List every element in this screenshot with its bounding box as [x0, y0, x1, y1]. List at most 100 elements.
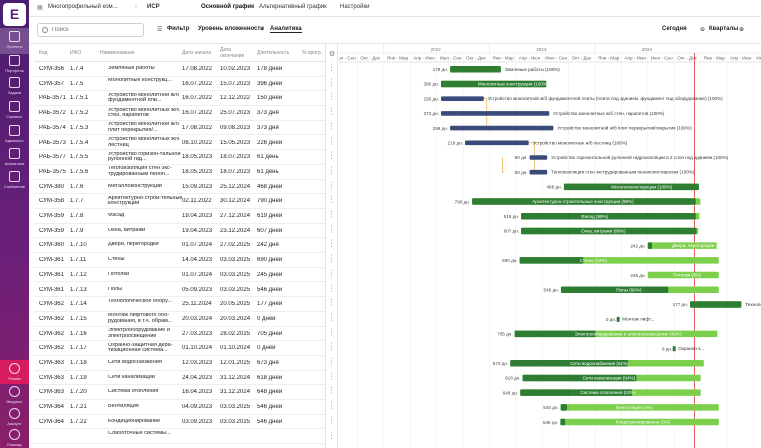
table-row[interactable]: РАБ-3575 1.7.5.6 Теплоизоляция стен экс-тр… [34, 165, 325, 180]
analytics-tab[interactable]: Аналитика [270, 26, 302, 33]
milestone-marker[interactable] [616, 316, 620, 322]
grid-icon[interactable]: ▦ [37, 5, 43, 11]
gantt-bar-progress[interactable] [510, 360, 629, 367]
zoom-in-icon[interactable]: ⊕ [739, 27, 745, 33]
sidebar-item-1[interactable]: Портфель [0, 52, 29, 78]
search-input[interactable] [52, 25, 142, 35]
sidebar-item-5[interactable]: Аналитика [0, 145, 29, 171]
row-menu-icon[interactable]: · · · [330, 355, 333, 368]
row-menu-icon[interactable]: · · · [330, 75, 333, 89]
sidebar-item-6[interactable]: Снабжение [0, 168, 29, 194]
chevron-down-icon[interactable]: ▾ [261, 27, 265, 33]
row-menu-icon[interactable]: · · · [330, 428, 333, 442]
row-menu-icon[interactable]: · · · [330, 222, 333, 236]
gantt-bar-progress[interactable] [522, 374, 637, 382]
tab-alt-schedule[interactable]: Альтернативный график [259, 4, 327, 10]
row-menu-icon[interactable]: · · · [330, 266, 333, 280]
gantt-bar-progress[interactable] [441, 80, 547, 88]
app-logo[interactable]: E [3, 3, 26, 26]
table-row[interactable]: СУМ-3641.7.22+Кондиционирование03.09.202… [34, 415, 325, 430]
col-wbs[interactable]: ИФО [70, 50, 82, 56]
sidebar-item-2[interactable]: Задачи [0, 74, 29, 100]
row-menu-icon[interactable]: · · · [330, 237, 333, 251]
row-menu-icon[interactable]: · · · [330, 193, 333, 207]
row-menu-icon[interactable]: · · · [330, 340, 333, 354]
scale-selector[interactable]: Кварталы [709, 26, 739, 32]
row-menu-icon[interactable]: · · · [330, 163, 333, 177]
gantt-bar[interactable] [441, 96, 484, 101]
dependency-link[interactable] [502, 157, 505, 173]
breadcrumb-project[interactable]: Многопрофильный ком... [48, 4, 118, 10]
table-row[interactable]: СУМ-3611.7.13+Полы05.09.202303.03.202554… [34, 283, 325, 298]
table-row[interactable]: СУМ-3641.7.21+Вентиляция04.09.202303.03.… [34, 400, 325, 415]
gantt-bar-progress[interactable] [560, 418, 566, 426]
col-duration[interactable]: Длительность [257, 50, 290, 56]
nesting-level-dropdown[interactable]: Уровень вложенности [198, 26, 264, 32]
row-menu-icon[interactable]: · · · [330, 90, 333, 104]
zoom-out-icon[interactable]: ⊖ [700, 27, 706, 33]
row-menu-icon[interactable]: · · · [330, 119, 333, 133]
gantt-bar-progress[interactable] [514, 330, 596, 338]
table-row[interactable]: РАБ-3573 1.7.5.4 Устройство монолитных ж/б… [34, 136, 325, 151]
row-menu-icon[interactable]: · · · [330, 178, 333, 192]
filter-icon[interactable]: ☰ [157, 27, 163, 33]
gantt-svg[interactable]: 2022 2023 2024 Июл - Сен Окт - Дек Янв - Мар А… [339, 44, 761, 448]
table-row[interactable]: СУМ-3611.7.11+Стены14.04.202303.03.20256… [34, 253, 325, 268]
row-menu-icon[interactable]: · · · [330, 208, 333, 221]
gantt-bar-remaining[interactable] [560, 418, 719, 426]
filter-button[interactable]: Фильтр [167, 26, 190, 32]
row-menu-icon[interactable]: · · · [330, 105, 333, 119]
sidebar-bottom-item-0[interactable]: Режим [0, 360, 29, 384]
gantt-bar[interactable] [441, 111, 550, 116]
gantt-bar-progress[interactable] [521, 227, 697, 235]
row-menu-icon[interactable]: · · · [330, 281, 333, 295]
sidebar-bottom-item-1[interactable]: Уведомл. [0, 383, 29, 405]
gantt-bar-progress[interactable] [647, 242, 652, 249]
table-row[interactable]: РАБ-3577 1.7.5.5 Устройство горизон-тально… [34, 150, 325, 165]
gantt-bar-progress[interactable] [520, 389, 633, 396]
row-menu-icon[interactable]: · · · [330, 310, 333, 324]
gantt-bar-progress[interactable] [560, 286, 669, 294]
sidebar-item-3[interactable]: Справоч. [0, 98, 29, 124]
table-row[interactable]: СУМ-3611.7.12+Потолки01.07.202403.03.202… [34, 268, 325, 283]
col-code[interactable]: Код [39, 50, 48, 56]
gantt-bar[interactable] [465, 140, 529, 146]
row-menu-icon[interactable]: · · · [330, 325, 333, 339]
table-row[interactable]: СУМ-3571.7.5+Монолитные конструкц...16.0… [34, 77, 325, 92]
gantt-bar-progress[interactable] [521, 213, 696, 220]
gantt-bar-remaining[interactable] [647, 271, 719, 279]
gantt-bar-progress[interactable] [519, 257, 584, 264]
gantt-bar[interactable] [450, 125, 554, 131]
tab-settings[interactable]: Настройки [340, 4, 370, 10]
sidebar-item-0[interactable]: Проекты [0, 28, 29, 54]
gantt-bar-progress[interactable] [690, 301, 742, 308]
col-progress[interactable]: % прогр. [302, 50, 323, 56]
col-end[interactable]: Дата окончания [220, 47, 245, 59]
gantt-bar-progress[interactable] [563, 183, 699, 191]
table-row[interactable]: РАБ-3574 1.7.5.3 Устройство монолитной ж/б… [34, 121, 325, 136]
today-button[interactable]: Сегодня [662, 26, 687, 32]
row-menu-icon[interactable]: · · · [330, 134, 333, 148]
table-row[interactable]: РАБ-3571 1.7.5.1 Устройство монолитной ж/б… [34, 91, 325, 107]
row-menu-icon[interactable]: · · · [330, 413, 333, 427]
gantt-bar[interactable] [529, 169, 548, 175]
search-box[interactable] [37, 23, 144, 37]
tab-main-schedule[interactable]: Основной график [201, 4, 255, 10]
gantt-bar-progress[interactable] [472, 198, 696, 205]
col-start[interactable]: Дата начала [182, 50, 211, 56]
table-row[interactable]: СУМ-3591.7.8+Фасад19.04.202327.12.202461… [34, 209, 325, 224]
gantt-bar-progress[interactable] [450, 66, 501, 73]
gantt-bar[interactable] [529, 155, 548, 160]
gantt-bar-remaining[interactable] [647, 242, 718, 249]
row-menu-icon[interactable]: · · · [330, 149, 333, 163]
